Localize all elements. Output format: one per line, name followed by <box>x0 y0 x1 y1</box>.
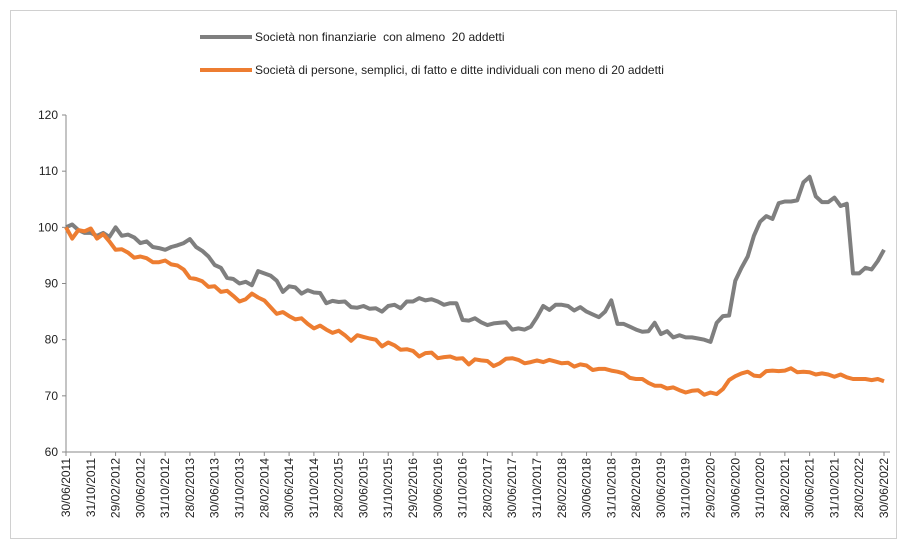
y-tick-label: 100 <box>38 220 58 234</box>
x-tick-label: 30/06/2022 <box>877 458 891 518</box>
legend-label: Società di persone, semplici, di fatto e… <box>255 63 664 77</box>
x-tick-label: 28/02/2019 <box>629 458 643 518</box>
x-tick-label: 31/10/2014 <box>307 458 321 518</box>
x-tick-label: 31/10/2016 <box>456 458 470 518</box>
x-tick-label: 30/06/2019 <box>654 458 668 518</box>
x-tick-label: 31/10/2015 <box>381 458 395 518</box>
x-tick-label: 30/06/2014 <box>282 458 296 518</box>
x-tick-label: 31/10/2020 <box>753 458 767 518</box>
x-tick-label: 28/02/2015 <box>332 458 346 518</box>
x-tick-label: 29/02/2020 <box>703 458 717 518</box>
x-tick-label: 31/10/2018 <box>604 458 618 518</box>
x-tick-label: 30/06/2012 <box>133 458 147 518</box>
x-tick-label: 30/06/2016 <box>431 458 445 518</box>
x-tick-label: 31/10/2019 <box>679 458 693 518</box>
legend-label: Società non finanziarie con almeno 20 ad… <box>255 30 505 44</box>
x-tick-label: 30/06/2021 <box>803 458 817 518</box>
x-tick-label: 31/10/2021 <box>827 458 841 518</box>
x-tick-label: 28/02/2013 <box>183 458 197 518</box>
x-tick-label: 31/10/2011 <box>84 458 98 517</box>
x-tick-label: 31/10/2017 <box>530 458 544 518</box>
x-tick-label: 28/02/2022 <box>852 458 866 518</box>
x-tick-label: 31/10/2012 <box>158 458 172 518</box>
x-tick-label: 28/02/2014 <box>257 458 271 518</box>
chart-border <box>10 10 897 539</box>
series-line <box>64 226 885 397</box>
x-tick-label: 28/02/2018 <box>555 458 569 518</box>
x-tick-label: 30/06/2015 <box>356 458 370 518</box>
x-tick-label: 29/02/2016 <box>406 458 420 518</box>
series-line <box>65 174 886 344</box>
y-tick-label: 60 <box>45 445 59 459</box>
x-tick-label: 28/02/2017 <box>480 458 494 518</box>
x-tick-label: 28/02/2021 <box>778 458 792 518</box>
x-tick-label: 30/06/2018 <box>580 458 594 518</box>
x-tick-label: 30/06/2017 <box>505 458 519 518</box>
x-tick-label: 30/06/2011 <box>59 458 73 517</box>
y-tick-label: 120 <box>38 108 58 122</box>
y-tick-label: 80 <box>45 333 59 347</box>
x-tick-label: 30/06/2013 <box>208 458 222 518</box>
y-tick-label: 70 <box>45 389 59 403</box>
y-tick-label: 90 <box>45 277 59 291</box>
x-tick-label: 31/10/2013 <box>233 458 247 518</box>
x-tick-label: 29/02/2012 <box>109 458 123 518</box>
y-tick-label: 110 <box>39 164 58 178</box>
x-tick-label: 30/06/2020 <box>728 458 742 518</box>
